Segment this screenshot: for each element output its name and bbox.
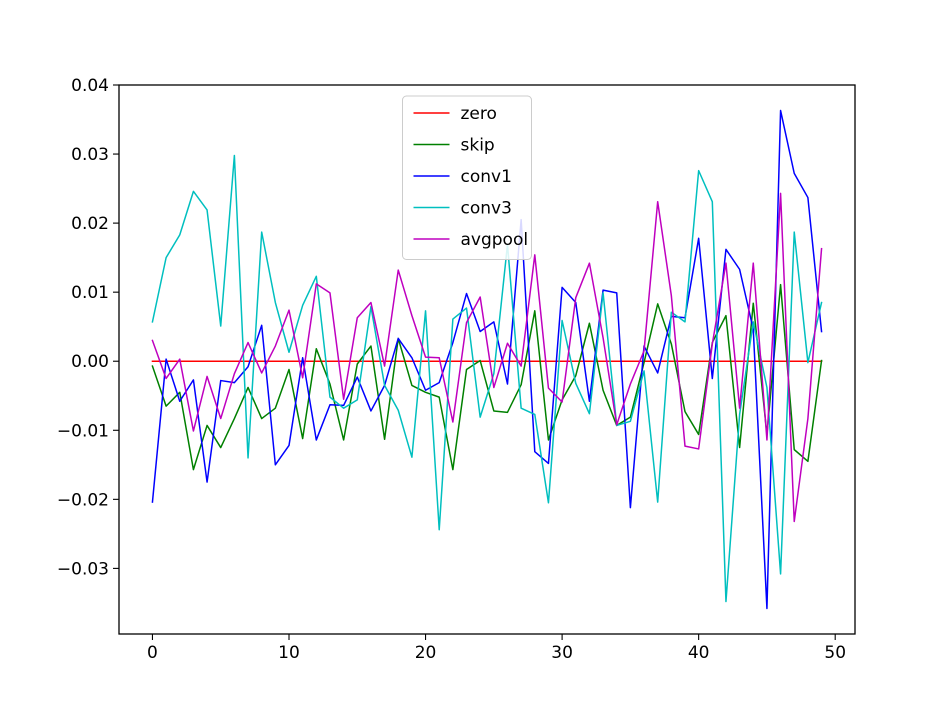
- legend: zero skip conv1 conv3 avgpool: [402, 95, 532, 260]
- x-tick-label: 10: [278, 643, 300, 663]
- legend-label-conv3: conv3: [461, 199, 512, 219]
- y-tick-label: −0.02: [57, 490, 109, 510]
- legend-label-avgpool: avgpool: [461, 230, 529, 250]
- y-tick-label: 0.02: [71, 214, 109, 234]
- series-layer: [151, 109, 823, 610]
- y-tick-label: −0.03: [57, 559, 109, 579]
- plot-frame: [118, 84, 856, 635]
- x-tick-label: 50: [824, 643, 846, 663]
- series-line-conv1: [151, 109, 823, 610]
- y-tick-label: −0.01: [57, 421, 109, 441]
- y-tick-label: 0.03: [71, 145, 109, 165]
- legend-label-conv1: conv1: [461, 167, 512, 187]
- legend-label-zero: zero: [461, 104, 497, 124]
- x-tick-label: 0: [147, 643, 158, 663]
- y-tick-label: 0.04: [71, 76, 109, 96]
- y-tick-label: 0.01: [71, 283, 109, 303]
- series-line-conv3: [151, 154, 823, 603]
- legend-box: [402, 95, 532, 260]
- y-tick-label: 0.00: [71, 352, 109, 372]
- axis-layer: 0 10 20 30 40 50 −0.03 −0.02 −0.01 0.00 0.01 0.02 0.…: [57, 76, 846, 663]
- legend-label-skip: skip: [461, 136, 495, 156]
- x-tick-label: 20: [415, 643, 437, 663]
- series-line-avgpool: [151, 192, 823, 523]
- x-tick-label: 30: [551, 643, 573, 663]
- x-tick-label: 40: [688, 643, 710, 663]
